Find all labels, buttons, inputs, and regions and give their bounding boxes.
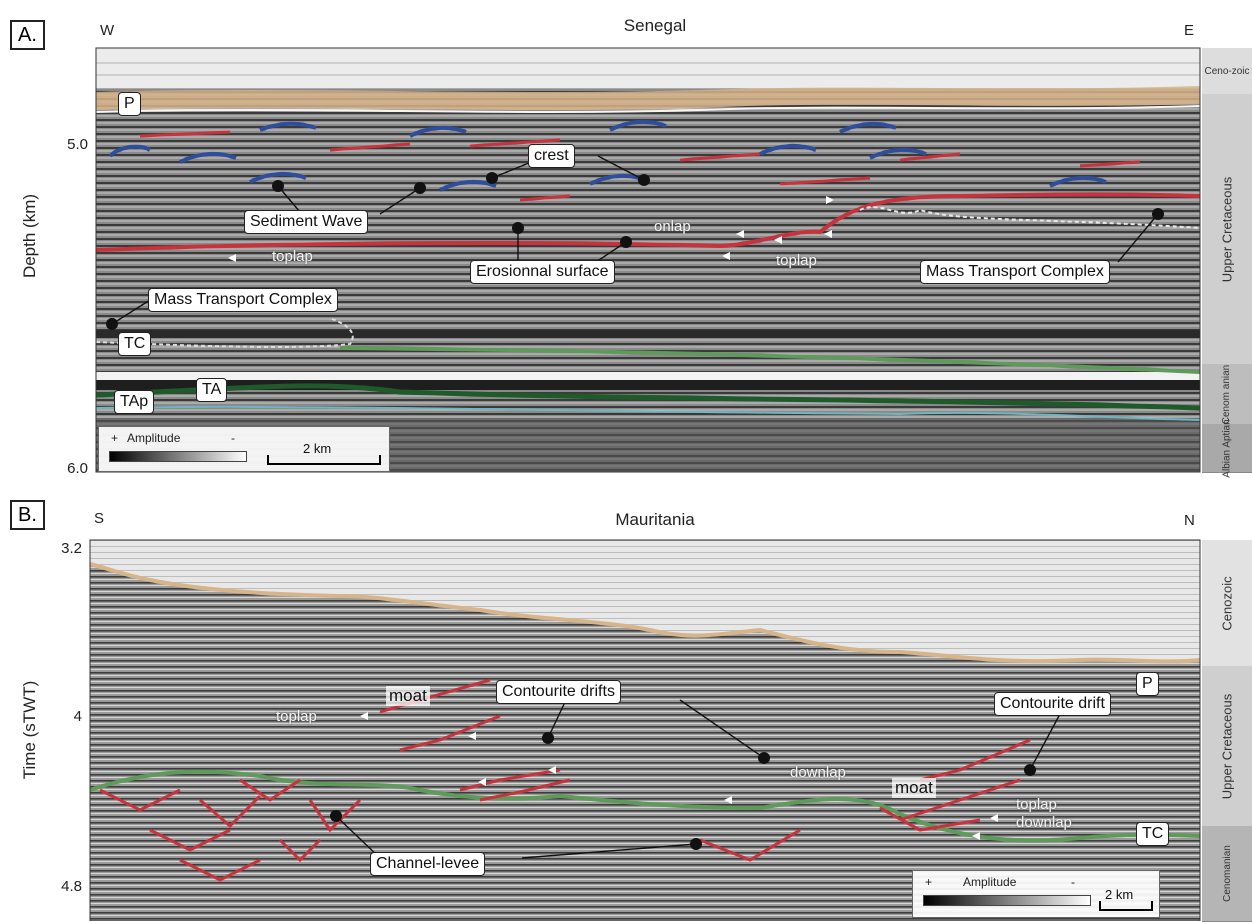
- panel-b-downlap-upper-label: downlap: [790, 764, 846, 781]
- panel-b-strip-cenozoic: Cenozoic: [1202, 540, 1252, 667]
- panel-a-tap-label: TAp: [114, 390, 155, 414]
- panel-b-downlap-lower-label: downlap: [1016, 814, 1072, 831]
- panel-a-mtc-left-label: Mass Transport Complex: [148, 288, 338, 312]
- panel-b-legend-plus: +: [925, 875, 933, 889]
- panel-a-label: A.: [10, 20, 45, 50]
- panel-b-legend-minus: -: [1071, 875, 1075, 889]
- panel-a-tick-6-0: 6.0: [67, 460, 88, 477]
- panel-a-amplitude-gradient: [109, 451, 247, 462]
- panel-a-toplap-left-label: toplap: [272, 248, 313, 265]
- panel-b-p-label: P: [1136, 672, 1159, 696]
- panel-a-sediment-wave-label: Sediment Wave: [244, 210, 369, 234]
- panel-b-tc-label: TC: [1136, 822, 1170, 846]
- panel-b-channel-levee-label: Channel-levee: [370, 852, 486, 876]
- panel-a-erosional-surface-label: Erosionnal surface: [470, 260, 615, 284]
- panel-b-legend: + Amplitude - 2 km: [912, 870, 1160, 918]
- panel-a-legend-minus: -: [231, 431, 235, 445]
- panel-b-toplap-right-label: toplap: [1016, 796, 1057, 813]
- panel-b-y-axis-title: Time (sTWT): [20, 680, 39, 780]
- panel-b-south-label: S: [94, 510, 105, 527]
- panel-a-p-label: P: [118, 92, 141, 116]
- panel-a-legend-plus: +: [111, 431, 119, 445]
- panel-a-strip-upper-cretaceous: Upper Cretaceous: [1202, 94, 1252, 365]
- panel-b-region-title: Mauritania: [615, 510, 695, 529]
- panel-a-strip-cenomanian: Cenom anian: [1202, 364, 1252, 425]
- panel-a-tick-5-0: 5.0: [67, 136, 88, 153]
- panel-b-label: B.: [10, 500, 45, 530]
- panel-b-moat-left-label: moat: [386, 686, 430, 706]
- panel-a-toplap-right-label: toplap: [776, 252, 817, 269]
- panel-a-region-title: Senegal: [623, 16, 687, 35]
- panel-a-tc-label: TC: [118, 332, 152, 356]
- panel-a-strip-albian-aptian: Albian Aptian: [1202, 419, 1252, 477]
- panel-b-scale-label: 2 km: [1105, 887, 1134, 902]
- panel-b-strip-upper-cretaceous: Upper Cretaceous: [1202, 666, 1252, 827]
- panel-a-west-label: W: [100, 22, 115, 39]
- panel-a-legend-title: Amplitude: [127, 431, 181, 445]
- panel-b-amplitude-gradient: [923, 895, 1091, 906]
- panel-a-onlap-label: onlap: [654, 218, 691, 235]
- panel-b-body: [89, 539, 1201, 921]
- panel-b-strat-strip: Cenozoic Upper Cretaceous Cenomanian: [1202, 540, 1252, 922]
- panel-a-crest-label: crest: [528, 144, 575, 168]
- panel-a-scale-label: 2 km: [303, 441, 332, 456]
- panel-b-contourite-drift-label: Contourite drift: [994, 692, 1111, 716]
- panel-a-strat-strip: Ceno-zoic Upper Cretaceous Cenom anian A…: [1202, 48, 1252, 477]
- panel-a-scale-bar: [267, 455, 381, 465]
- panel-b-contourite-drifts-label: Contourite drifts: [496, 680, 621, 704]
- panel-a-east-label: E: [1184, 22, 1195, 39]
- panel-b-tick-4: 4: [73, 708, 82, 725]
- panel-b-legend-title: Amplitude: [963, 875, 1017, 889]
- panel-b-toplap-left-label: toplap: [276, 708, 317, 725]
- panel-a-mtc-right-label: Mass Transport Complex: [920, 260, 1110, 284]
- panel-b-north-label: N: [1184, 512, 1195, 529]
- panel-b-moat-right-label: moat: [892, 778, 936, 798]
- panel-b-tick-3-2: 3.2: [61, 540, 82, 557]
- panel-b-strip-cenomanian: Cenomanian: [1202, 826, 1252, 922]
- panel-b-tick-4-8: 4.8: [61, 878, 82, 895]
- panel-b-scale-bar: [1099, 901, 1153, 911]
- panel-a-strip-cenozoic: Ceno-zoic: [1202, 48, 1252, 95]
- panel-a-legend: + Amplitude - 2 km: [98, 426, 390, 472]
- panel-a-ta-label: TA: [196, 378, 228, 402]
